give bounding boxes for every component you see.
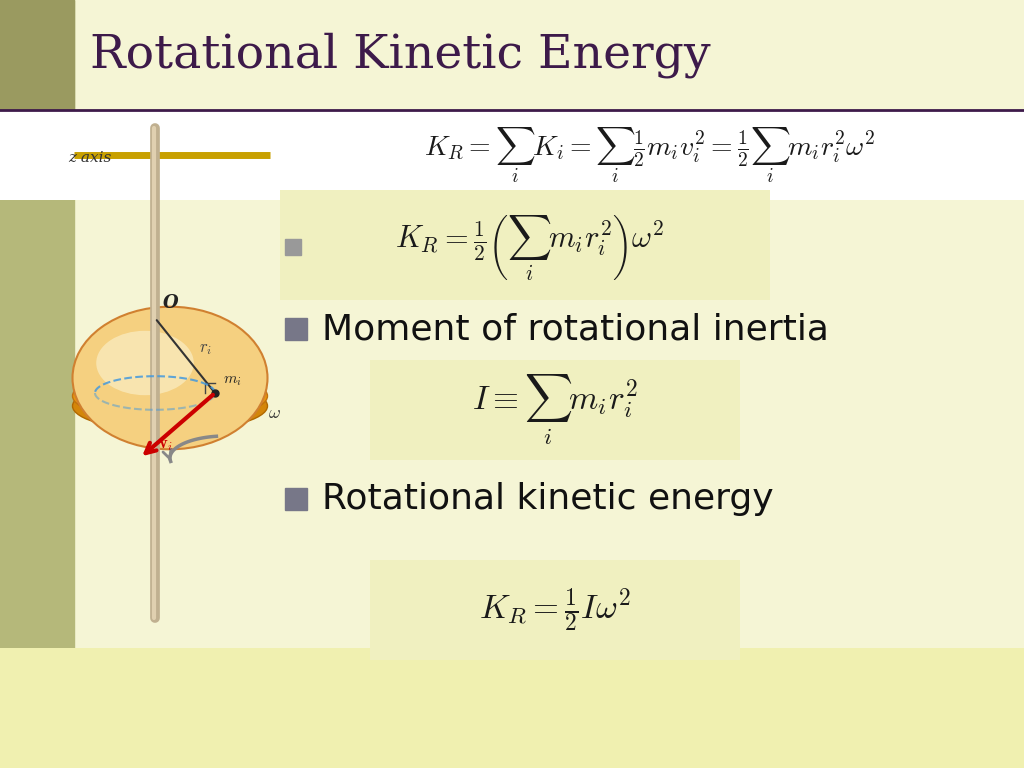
Bar <box>0 0 74 110</box>
Text: $\omega$: $\omega$ <box>267 404 281 422</box>
Text: $I \equiv \sum_i m_i r_i^2$: $I \equiv \sum_i m_i r_i^2$ <box>472 372 638 447</box>
Text: Moment of rotational inertia: Moment of rotational inertia <box>322 312 828 346</box>
Bar <box>285 239 301 255</box>
Text: $K_R = \frac{1}{2} I \omega^2$: $K_R = \frac{1}{2} I \omega^2$ <box>479 586 631 634</box>
Bar <box>370 560 740 660</box>
Bar <box>285 318 307 340</box>
Ellipse shape <box>73 381 267 432</box>
Ellipse shape <box>96 331 194 396</box>
Bar <box>0 0 74 768</box>
Text: O: O <box>163 294 178 312</box>
Bar <box>0 110 1024 200</box>
Text: Rotational kinetic energy: Rotational kinetic energy <box>322 482 773 516</box>
Text: $\mathbf{v}_i$: $\mathbf{v}_i$ <box>158 435 173 453</box>
Text: $K_R = \frac{1}{2} \left( \sum_i m_i r_i^2 \right) \omega^2$: $K_R = \frac{1}{2} \left( \sum_i m_i r_i… <box>395 214 665 283</box>
Ellipse shape <box>73 306 267 449</box>
Text: $K_R = \sum_i K_i = \sum_i \frac{1}{2} m_i v_i^2 = \frac{1}{2} \sum_i m_i r_i^2 : $K_R = \sum_i K_i = \sum_i \frac{1}{2} m… <box>424 125 876 185</box>
Bar <box>0 648 1024 768</box>
Text: z axis: z axis <box>69 151 112 165</box>
Bar <box>285 488 307 510</box>
Ellipse shape <box>73 371 267 422</box>
Text: Rotational Kinetic Energy: Rotational Kinetic Energy <box>90 32 711 78</box>
Text: $m_i$: $m_i$ <box>223 373 242 388</box>
Text: $r_i$: $r_i$ <box>199 339 212 357</box>
Bar <box>370 360 740 460</box>
Bar <box>280 190 770 300</box>
